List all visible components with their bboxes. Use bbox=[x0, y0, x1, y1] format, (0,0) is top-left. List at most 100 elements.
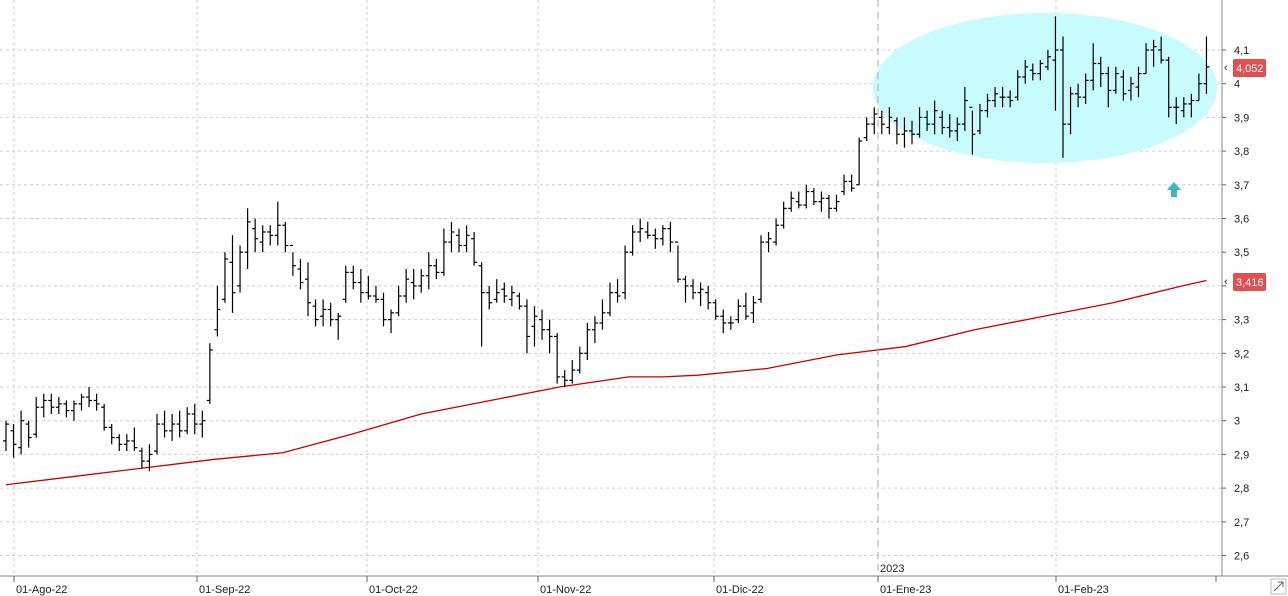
ohlc-bar bbox=[161, 410, 168, 438]
ohlc-bar bbox=[33, 397, 40, 438]
ohlc-bar bbox=[735, 299, 742, 323]
ohlc-bar bbox=[954, 117, 961, 141]
ohlc-bar bbox=[909, 120, 915, 145]
ohlc-bar bbox=[825, 194, 832, 219]
ohlc-bar bbox=[674, 241, 681, 283]
x-tick-label: 01-Feb-23 bbox=[1058, 584, 1109, 596]
ohlc-bar bbox=[478, 262, 485, 347]
ohlc-bar bbox=[788, 191, 795, 212]
x-tick-label: 01-Dic-22 bbox=[716, 584, 764, 596]
ohlc-bar bbox=[1082, 73, 1089, 104]
last-price-label: 4,052 bbox=[1236, 63, 1264, 75]
ohlc-bar bbox=[501, 282, 508, 303]
ohlc-bar bbox=[622, 245, 629, 300]
ohlc-bar bbox=[591, 316, 598, 344]
ohlc-bar bbox=[448, 221, 455, 253]
ohlc-bar bbox=[841, 174, 848, 195]
ohlc-bar bbox=[1014, 70, 1021, 101]
ohlc-bar bbox=[440, 228, 447, 276]
ohlc-bar bbox=[878, 110, 885, 135]
y-tick-label: 3,1 bbox=[1234, 382, 1249, 394]
ohlc-bar bbox=[116, 434, 123, 452]
ohlc-bar bbox=[1022, 60, 1029, 84]
year-marker-label: 2023 bbox=[880, 563, 904, 575]
ohlc-bar bbox=[1173, 97, 1180, 125]
last-price-badge: 4,052 ‹ bbox=[1224, 59, 1266, 77]
ohlc-bar bbox=[1060, 36, 1066, 158]
ohlc-bar bbox=[18, 410, 25, 455]
year-divider: 2023 bbox=[877, 0, 904, 576]
ohlc-bar bbox=[780, 201, 787, 229]
ohlc-bar bbox=[395, 285, 402, 317]
ohlc-bar bbox=[274, 201, 281, 246]
ohlc-bar bbox=[342, 265, 349, 303]
x-tick-label: 01-Ago-22 bbox=[16, 584, 67, 596]
ohlc-bar bbox=[992, 87, 999, 108]
ohlc-bar bbox=[335, 312, 342, 340]
last-price-pointer-icon: ‹ bbox=[1224, 62, 1228, 74]
ohlc-bar bbox=[705, 285, 712, 310]
ohlc-bar bbox=[629, 225, 636, 256]
ohlc-bar bbox=[1052, 16, 1059, 111]
ohlc-bar bbox=[372, 285, 379, 303]
up-arrow-icon bbox=[1167, 182, 1181, 197]
ohlc-bar bbox=[939, 110, 946, 135]
ohlc-bar bbox=[1165, 56, 1172, 118]
ohlc-bar bbox=[1097, 56, 1104, 88]
ohlc-bar bbox=[863, 117, 870, 141]
ohlc-bar bbox=[433, 258, 440, 280]
ohlc-bar bbox=[471, 231, 478, 266]
ohlc-bar bbox=[123, 434, 130, 452]
ohlc-bar bbox=[1044, 50, 1051, 71]
ohlc-bar bbox=[146, 444, 153, 472]
x-axis: 01-Ago-22 01-Sep-22 01-Oct-22 01-Nov-22 01-D… bbox=[13, 576, 1217, 596]
ohlc-bar bbox=[493, 279, 500, 303]
ohlc-bar bbox=[48, 393, 55, 414]
ohlc-bar bbox=[976, 103, 983, 135]
ohlc-bar bbox=[1075, 83, 1082, 108]
ohlc-bar bbox=[486, 285, 493, 310]
x-tick-label: 01-Sep-22 bbox=[199, 584, 250, 596]
ohlc-bar bbox=[1007, 90, 1014, 108]
ohlc-bar bbox=[659, 225, 666, 246]
ohlc-bar bbox=[365, 275, 372, 300]
moving-average-badge: 3,416 ‹ bbox=[1224, 273, 1266, 291]
y-tick-label: 4,1 bbox=[1234, 45, 1249, 57]
moving-average-pointer-icon: ‹ bbox=[1224, 276, 1228, 288]
ohlc-bar bbox=[10, 424, 17, 458]
resize-corner-icon[interactable] bbox=[1270, 578, 1287, 595]
ohlc-bar bbox=[425, 252, 432, 290]
ohlc-bar bbox=[682, 275, 689, 303]
ohlc-bar bbox=[961, 87, 968, 131]
ohlc-bar bbox=[418, 269, 425, 293]
ohlc-bar bbox=[221, 252, 228, 303]
ohlc-bar bbox=[410, 269, 417, 300]
consolidation-highlight-ellipse bbox=[873, 13, 1217, 163]
ohlc-bar bbox=[810, 188, 817, 206]
ohlc-bar bbox=[63, 400, 70, 418]
y-tick-label: 2,9 bbox=[1234, 449, 1249, 461]
ohlc-bar bbox=[25, 420, 32, 448]
ohlc-bar bbox=[55, 397, 62, 414]
ohlc-bar bbox=[191, 403, 198, 435]
ohlc-bar bbox=[456, 228, 462, 253]
ohlc-bar bbox=[93, 393, 100, 411]
y-tick-label: 2,6 bbox=[1234, 551, 1249, 563]
ohlc-bar bbox=[289, 244, 296, 276]
ohlc-bar bbox=[803, 184, 810, 209]
y-axis: 2,62,72,82,933,13,23,33,43,53,63,73,83,9… bbox=[1222, 45, 1249, 563]
ohlc-bar bbox=[1195, 73, 1202, 102]
ohlc-bar bbox=[614, 279, 621, 303]
ohlc-bar bbox=[357, 269, 364, 303]
ohlc-bar bbox=[773, 218, 780, 246]
ohlc-bar bbox=[176, 410, 183, 438]
ohlc-bar bbox=[508, 285, 515, 307]
ohlc-bar bbox=[1135, 66, 1142, 98]
ohlc-bar bbox=[1203, 36, 1210, 94]
y-tick-label: 3,5 bbox=[1234, 247, 1249, 259]
ohlc-bar bbox=[984, 93, 991, 118]
ohlc-bar bbox=[403, 269, 410, 303]
ohlc-bar bbox=[327, 302, 334, 327]
ohlc-bar bbox=[1067, 87, 1074, 135]
ohlc-bar bbox=[893, 117, 900, 145]
